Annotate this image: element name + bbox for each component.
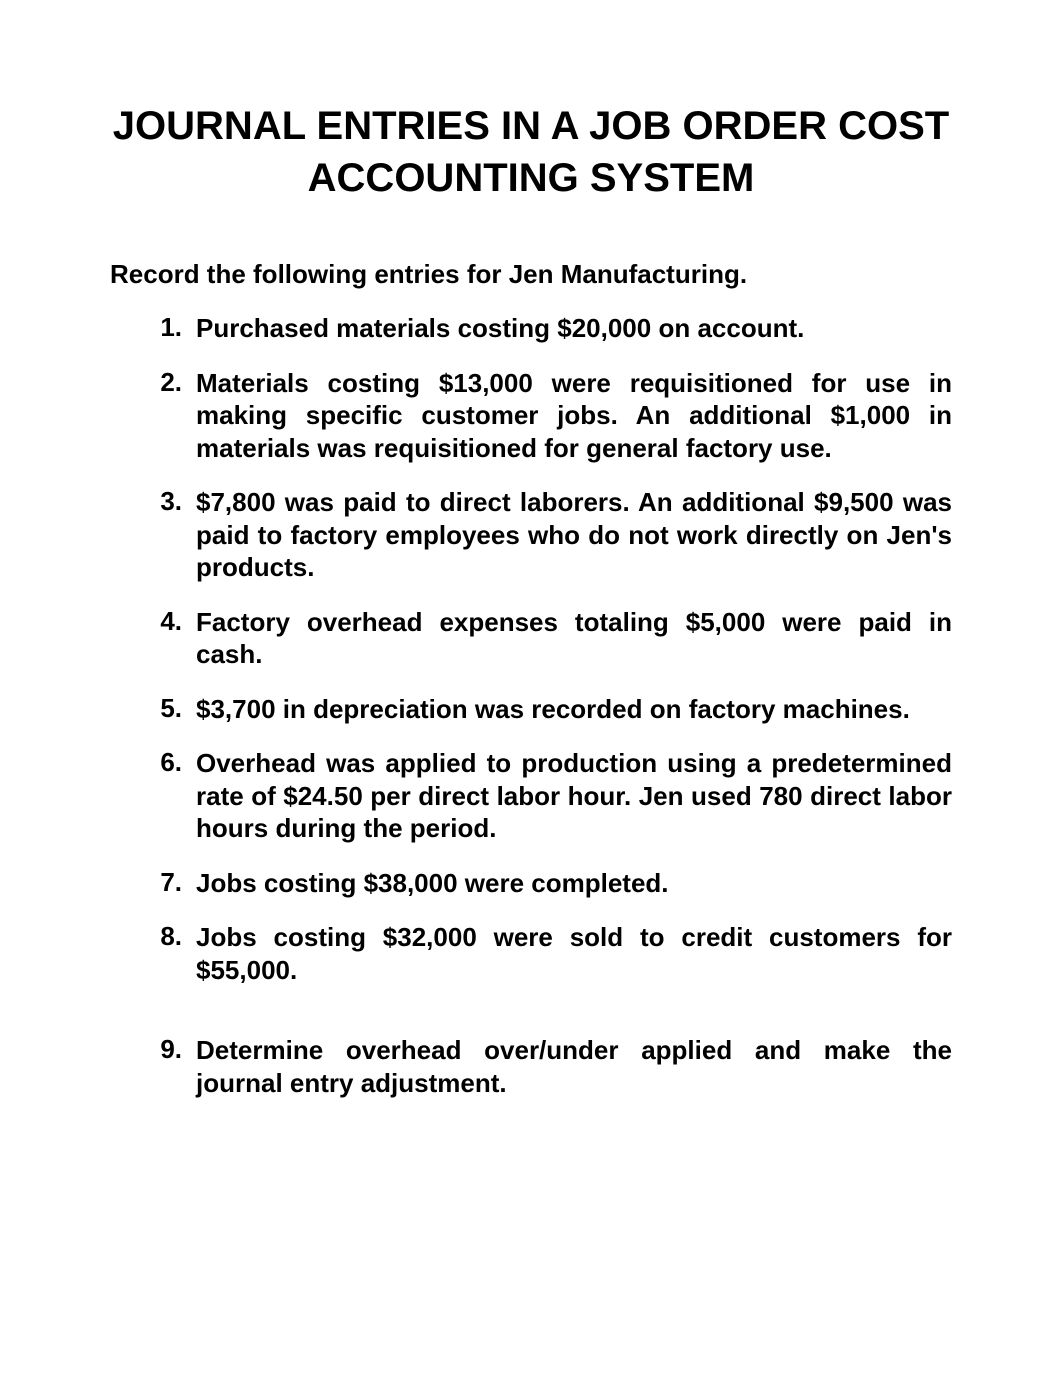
list-item: 3. $7,800 was paid to direct laborers. A… bbox=[152, 486, 952, 584]
list-item: 8. Jobs costing $32,000 were sold to cre… bbox=[152, 921, 952, 986]
entries-list: 1. Purchased materials costing $20,000 o… bbox=[110, 312, 952, 1099]
item-text: Purchased materials costing $20,000 on a… bbox=[196, 312, 952, 345]
list-item: 6. Overhead was applied to production us… bbox=[152, 747, 952, 845]
item-text: Overhead was applied to production using… bbox=[196, 747, 952, 845]
item-text: Materials costing $13,000 were requisiti… bbox=[196, 367, 952, 465]
item-text: Determine overhead over/under applied an… bbox=[196, 1034, 952, 1099]
list-item: 2. Materials costing $13,000 were requis… bbox=[152, 367, 952, 465]
item-number: 2. bbox=[152, 367, 196, 465]
item-text: Jobs costing $38,000 were completed. bbox=[196, 867, 952, 900]
item-number: 3. bbox=[152, 486, 196, 584]
item-number: 1. bbox=[152, 312, 196, 345]
item-number: 8. bbox=[152, 921, 196, 986]
item-number: 6. bbox=[152, 747, 196, 845]
list-item: 7. Jobs costing $38,000 were completed. bbox=[152, 867, 952, 900]
list-item: 9. Determine overhead over/under applied… bbox=[152, 1034, 952, 1099]
document-title: JOURNAL ENTRIES IN A JOB ORDER COST ACCO… bbox=[110, 100, 952, 204]
list-item: 4. Factory overhead expenses totaling $5… bbox=[152, 606, 952, 671]
item-number: 9. bbox=[152, 1034, 196, 1099]
instruction-text: Record the following entries for Jen Man… bbox=[110, 259, 952, 290]
list-item: 1. Purchased materials costing $20,000 o… bbox=[152, 312, 952, 345]
item-number: 5. bbox=[152, 693, 196, 726]
item-text: $7,800 was paid to direct laborers. An a… bbox=[196, 486, 952, 584]
item-number: 7. bbox=[152, 867, 196, 900]
item-text: Factory overhead expenses totaling $5,00… bbox=[196, 606, 952, 671]
list-item: 5. $3,700 in depreciation was recorded o… bbox=[152, 693, 952, 726]
item-number: 4. bbox=[152, 606, 196, 671]
item-text: Jobs costing $32,000 were sold to credit… bbox=[196, 921, 952, 986]
item-text: $3,700 in depreciation was recorded on f… bbox=[196, 693, 952, 726]
